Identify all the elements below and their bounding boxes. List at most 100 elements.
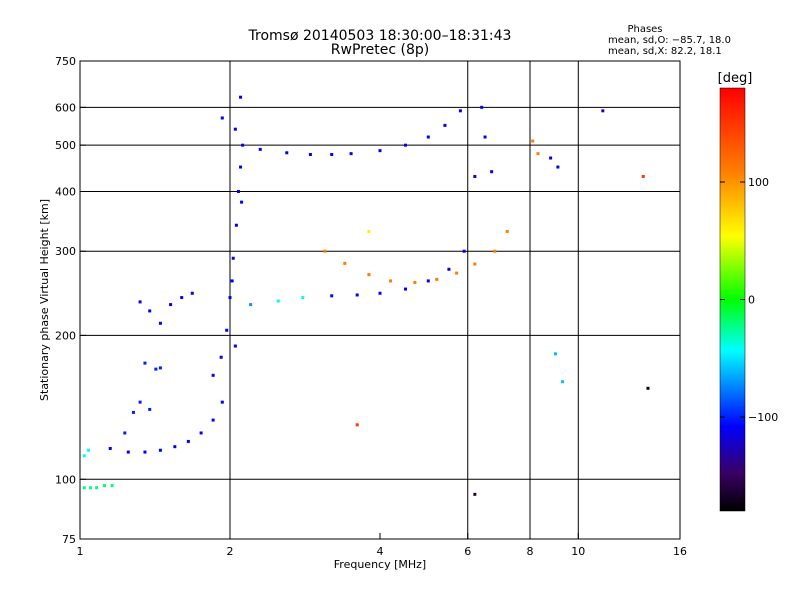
y-tick-label: 600 xyxy=(55,101,76,114)
data-point xyxy=(483,135,487,139)
data-point xyxy=(355,293,359,297)
data-point xyxy=(553,352,557,356)
x-tick-label: 6 xyxy=(464,545,471,558)
data-point xyxy=(108,446,112,450)
data-point xyxy=(154,367,158,371)
data-point xyxy=(561,380,565,384)
data-point xyxy=(426,279,430,283)
data-point xyxy=(158,448,162,452)
data-point xyxy=(86,448,90,452)
data-point xyxy=(180,296,184,300)
data-point xyxy=(490,170,494,174)
chart-title: Tromsø 20140503 18:30:00–18:31:43 xyxy=(248,28,512,44)
data-point xyxy=(641,174,645,178)
data-point xyxy=(219,355,223,359)
data-points xyxy=(82,95,650,496)
data-point xyxy=(148,309,152,313)
data-point xyxy=(126,450,130,454)
colorbar: [deg] 100 0 −100 xyxy=(718,71,778,512)
data-point xyxy=(349,152,353,156)
data-point xyxy=(301,296,305,300)
data-point xyxy=(426,135,430,139)
data-point xyxy=(211,373,215,377)
data-point xyxy=(378,291,382,295)
data-point xyxy=(249,303,253,307)
data-point xyxy=(389,279,393,283)
data-point xyxy=(473,174,477,178)
colorbar-tick-label: −100 xyxy=(748,411,778,424)
y-tick-label: 500 xyxy=(55,139,76,152)
data-point xyxy=(536,152,540,156)
data-point xyxy=(601,109,605,113)
data-point xyxy=(367,229,371,233)
data-point xyxy=(473,262,477,266)
data-point xyxy=(236,189,240,193)
data-point xyxy=(646,386,650,390)
data-point xyxy=(330,294,334,298)
x-tick-label: 1 xyxy=(77,545,84,558)
data-point xyxy=(330,153,334,157)
data-point xyxy=(143,361,147,365)
data-point xyxy=(82,486,86,490)
data-point xyxy=(323,249,327,253)
data-point xyxy=(220,400,224,404)
data-point xyxy=(234,223,238,227)
data-point xyxy=(158,366,162,370)
data-point xyxy=(143,450,147,454)
data-point xyxy=(89,486,93,490)
data-point xyxy=(473,492,477,496)
x-axis-ticks: 1 2 4 6 8 10 16 xyxy=(77,533,687,558)
data-point xyxy=(505,229,509,233)
data-point xyxy=(367,273,371,277)
data-point xyxy=(276,299,280,303)
y-axis-label: Stationary phase Virtual Height [km] xyxy=(38,199,51,401)
legend-line-o: mean, sd,O: −85.7, 18.0 xyxy=(608,35,731,46)
data-point xyxy=(480,105,484,109)
data-point xyxy=(556,165,560,169)
chart-subtitle: RwPretec (8p) xyxy=(331,42,429,58)
x-tick-label: 10 xyxy=(571,545,585,558)
data-point xyxy=(240,200,244,204)
data-point xyxy=(493,249,497,253)
data-point xyxy=(239,165,243,169)
data-point xyxy=(355,423,359,427)
x-tick-label: 16 xyxy=(673,545,687,558)
plot-frame xyxy=(79,60,681,540)
x-axis-label: Frequency [MHz] xyxy=(334,558,426,571)
y-axis-ticks: 750 600 500 400 300 200 100 75 xyxy=(55,55,86,546)
data-point xyxy=(403,143,407,147)
data-point xyxy=(231,256,235,260)
data-point xyxy=(258,147,262,151)
data-point xyxy=(131,410,135,414)
data-point xyxy=(186,439,190,443)
data-point xyxy=(241,143,245,147)
data-point xyxy=(378,149,382,153)
x-tick-label: 2 xyxy=(227,545,234,558)
data-point xyxy=(148,407,152,411)
data-point xyxy=(138,300,142,304)
y-tick-label: 100 xyxy=(55,473,76,486)
x-tick-label: 8 xyxy=(527,545,534,558)
colorbar-tick-label: 0 xyxy=(748,294,755,307)
data-point xyxy=(308,153,312,157)
x-tick-label: 4 xyxy=(377,545,384,558)
data-point xyxy=(190,291,194,295)
data-point xyxy=(462,249,466,253)
data-point xyxy=(531,139,535,143)
data-point xyxy=(285,151,289,155)
y-tick-label: 750 xyxy=(55,55,76,68)
data-point xyxy=(233,344,237,348)
grid-lines xyxy=(80,61,680,539)
legend-title: Phases xyxy=(627,24,662,35)
data-point xyxy=(228,296,232,300)
data-point xyxy=(211,418,215,422)
data-point xyxy=(230,279,234,283)
y-tick-label: 200 xyxy=(55,329,76,342)
data-point xyxy=(225,328,229,332)
data-point xyxy=(413,281,417,285)
colorbar-title: [deg] xyxy=(718,71,753,86)
data-point xyxy=(403,287,407,291)
y-tick-label: 400 xyxy=(55,185,76,198)
data-point xyxy=(110,484,114,488)
